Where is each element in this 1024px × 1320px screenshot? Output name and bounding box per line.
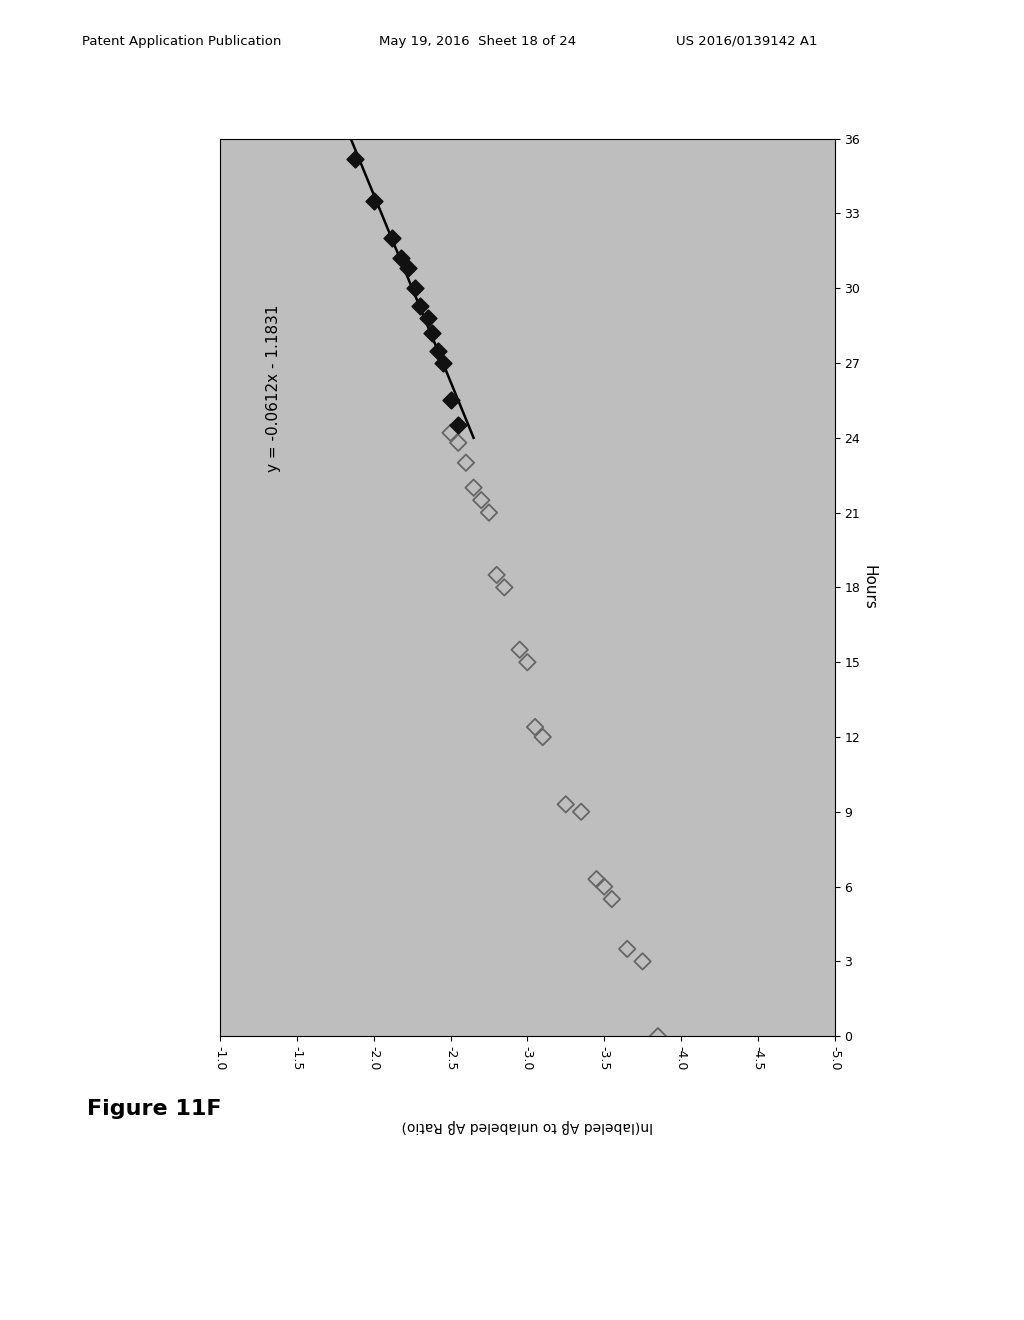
Point: [412, 296, 428, 317]
Text: y = -0.0612x - 1.1831: y = -0.0612x - 1.1831: [266, 304, 282, 471]
Point: [442, 389, 459, 411]
Point: [465, 477, 481, 498]
Point: [526, 717, 543, 738]
Point: [650, 1026, 667, 1047]
Point: [434, 352, 451, 374]
Point: [535, 726, 551, 747]
Point: [488, 565, 505, 586]
Point: [420, 308, 436, 329]
Point: [384, 228, 400, 249]
Point: [450, 432, 466, 453]
Point: [458, 453, 474, 474]
Y-axis label: Hours: Hours: [862, 565, 877, 610]
Point: [603, 888, 620, 909]
Text: US 2016/0139142 A1: US 2016/0139142 A1: [676, 34, 817, 48]
Point: [596, 876, 612, 898]
Text: May 19, 2016  Sheet 18 of 24: May 19, 2016 Sheet 18 of 24: [379, 34, 577, 48]
Text: Patent Application Publication: Patent Application Publication: [82, 34, 282, 48]
Point: [634, 950, 651, 972]
Point: [481, 502, 498, 523]
Point: [393, 248, 410, 269]
Point: [407, 277, 424, 298]
Point: [512, 639, 528, 660]
Point: [519, 652, 536, 673]
Point: [618, 939, 635, 960]
Point: [473, 490, 489, 511]
Point: [347, 148, 364, 169]
Text: Figure 11F: Figure 11F: [87, 1100, 221, 1119]
Point: [496, 577, 512, 598]
X-axis label: ln(labeled Aβ to unlabeled Aβ Ratio): ln(labeled Aβ to unlabeled Aβ Ratio): [401, 1119, 653, 1133]
Point: [399, 257, 416, 279]
Point: [450, 414, 466, 436]
Point: [430, 341, 446, 362]
Point: [572, 801, 589, 822]
Point: [588, 869, 604, 890]
Point: [424, 322, 440, 343]
Point: [557, 793, 573, 814]
Point: [442, 422, 459, 444]
Point: [366, 190, 382, 211]
